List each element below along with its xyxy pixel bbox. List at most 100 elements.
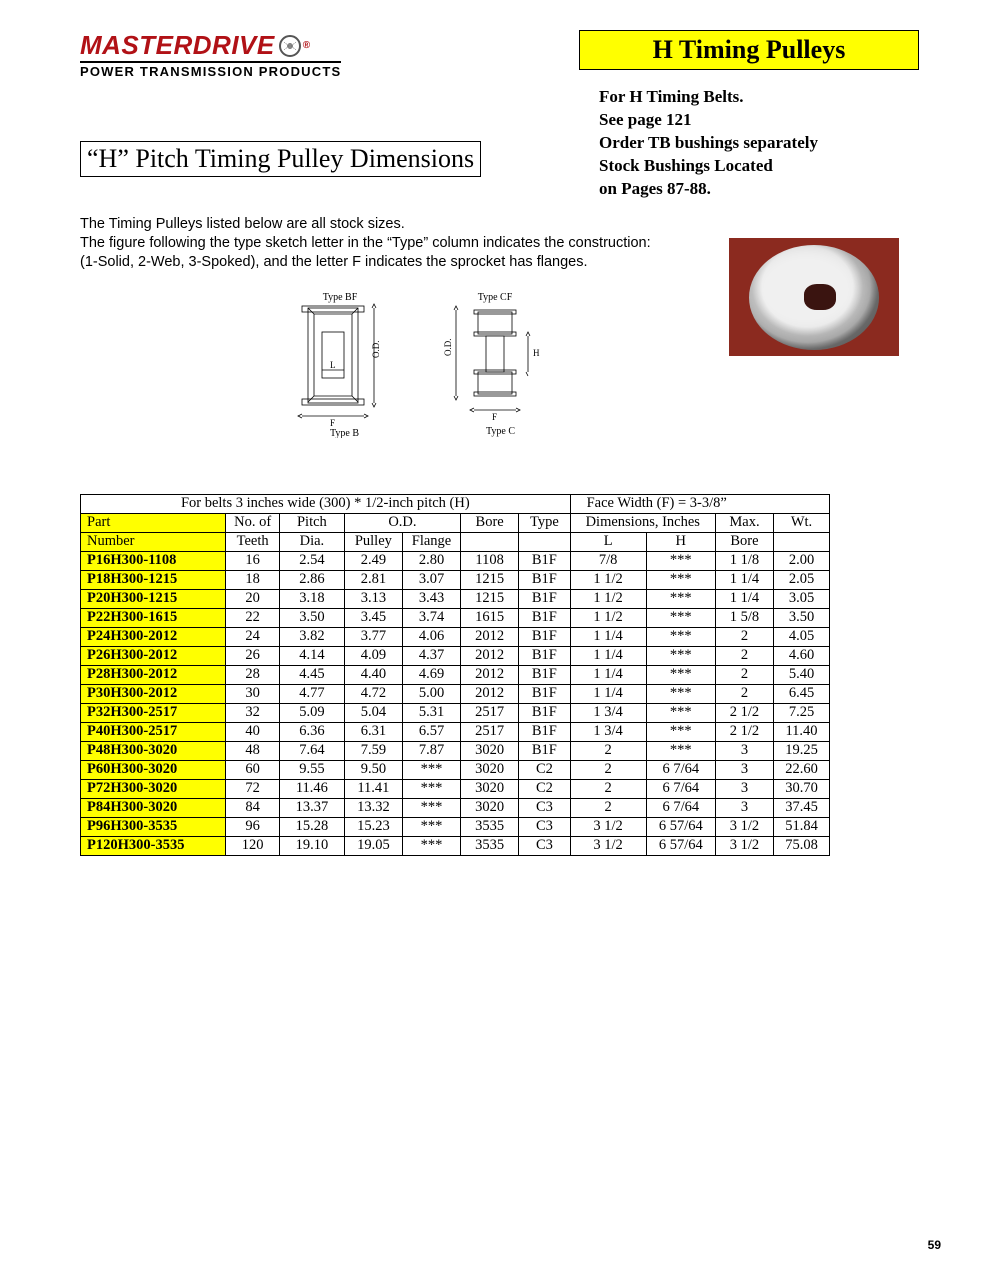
section-title: “H” Pitch Timing Pulley Dimensions [80,141,481,177]
hdr-type: Type [519,513,570,532]
cell-od-pulley: 19.05 [344,836,402,855]
technical-diagrams: Type BF O.D. L F Type B Type CF [280,288,570,438]
cell-pitch-dia: 3.82 [279,627,344,646]
cell-l: 2 [570,760,646,779]
ref-line: For H Timing Belts. [599,86,919,109]
cell-bore: 1215 [461,589,519,608]
cell-type: B1F [519,608,570,627]
cell-part: P20H300-1215 [81,589,226,608]
ref-line: Order TB bushings separately [599,132,919,155]
cell-od-flange: 2.80 [402,551,460,570]
hdr-blank1 [461,532,519,551]
table-row: P120H300-353512019.1019.05***3535C33 1/2… [81,836,830,855]
cell-wt: 22.60 [774,760,830,779]
cell-h: *** [646,741,715,760]
cell-teeth: 24 [226,627,280,646]
cell-pitch-dia: 2.54 [279,551,344,570]
cell-pitch-dia: 4.14 [279,646,344,665]
cell-wt: 2.05 [774,570,830,589]
cell-teeth: 40 [226,722,280,741]
registered-mark: ® [303,40,311,51]
cell-wt: 4.05 [774,627,830,646]
cell-od-pulley: 13.32 [344,798,402,817]
cell-wt: 19.25 [774,741,830,760]
cell-part: P18H300-1215 [81,570,226,589]
cell-wt: 75.08 [774,836,830,855]
caption-right: Face Width (F) = 3-3/8” [570,494,829,513]
cell-part: P16H300-1108 [81,551,226,570]
cell-od-pulley: 15.23 [344,817,402,836]
hdr-no: No. of [226,513,280,532]
cell-type: B1F [519,741,570,760]
cell-teeth: 32 [226,703,280,722]
cell-wt: 30.70 [774,779,830,798]
hdr-h: H [646,532,715,551]
cell-pitch-dia: 11.46 [279,779,344,798]
cell-h: *** [646,551,715,570]
hdr-teeth: Teeth [226,532,280,551]
cell-pitch-dia: 15.28 [279,817,344,836]
cell-l: 1 1/2 [570,570,646,589]
hdr-dia: Dia. [279,532,344,551]
ref-line: on Pages 87-88. [599,178,919,201]
cell-h: *** [646,684,715,703]
cell-od-pulley: 3.45 [344,608,402,627]
cell-type: B1F [519,665,570,684]
cell-teeth: 26 [226,646,280,665]
cell-max-bore: 1 1/4 [715,570,773,589]
cell-teeth: 48 [226,741,280,760]
cell-h: *** [646,627,715,646]
hdr-dims: Dimensions, Inches [570,513,715,532]
cell-od-pulley: 6.31 [344,722,402,741]
cell-od-pulley: 4.40 [344,665,402,684]
hdr-pitch: Pitch [279,513,344,532]
cell-type: C2 [519,779,570,798]
cell-bore: 3020 [461,798,519,817]
cell-od-flange: 5.00 [402,684,460,703]
table-row: P24H300-2012243.823.774.062012B1F1 1/4**… [81,627,830,646]
cell-max-bore: 3 1/2 [715,836,773,855]
cell-bore: 1215 [461,570,519,589]
cell-bore: 3535 [461,836,519,855]
hdr-blank3 [774,532,830,551]
label-od: O.D. [443,338,453,356]
cell-max-bore: 3 [715,741,773,760]
cell-part: P32H300-2517 [81,703,226,722]
cell-od-pulley: 4.09 [344,646,402,665]
cell-part: P72H300-3020 [81,779,226,798]
hdr-flange: Flange [402,532,460,551]
cell-od-pulley: 5.04 [344,703,402,722]
cell-type: B1F [519,703,570,722]
label-h: H [533,348,540,358]
cell-h: *** [646,703,715,722]
cell-teeth: 84 [226,798,280,817]
hdr-pulley: Pulley [344,532,402,551]
cell-max-bore: 1 1/8 [715,551,773,570]
table-row: P96H300-35359615.2815.23***3535C33 1/26 … [81,817,830,836]
cell-type: C3 [519,836,570,855]
cell-type: B1F [519,684,570,703]
cell-teeth: 30 [226,684,280,703]
cell-pitch-dia: 2.86 [279,570,344,589]
cell-l: 1 3/4 [570,703,646,722]
cell-l: 1 1/2 [570,589,646,608]
cell-h: 6 57/64 [646,817,715,836]
hdr-bore2: Bore [715,532,773,551]
cell-l: 1 1/4 [570,627,646,646]
cell-part: P30H300-2012 [81,684,226,703]
cell-type: B1F [519,722,570,741]
table-row: P28H300-2012284.454.404.692012B1F1 1/4**… [81,665,830,684]
cell-pitch-dia: 3.18 [279,589,344,608]
cell-part: P60H300-3020 [81,760,226,779]
cell-max-bore: 3 1/2 [715,817,773,836]
table-row: P40H300-2517406.366.316.572517B1F1 3/4**… [81,722,830,741]
cell-teeth: 60 [226,760,280,779]
cell-l: 1 1/4 [570,646,646,665]
cell-od-pulley: 3.13 [344,589,402,608]
brand-logo: MASTERDRIVE ® POWER TRANSMISSION PRODUCT… [80,30,341,79]
cell-h: *** [646,608,715,627]
cell-l: 1 3/4 [570,722,646,741]
cell-teeth: 72 [226,779,280,798]
cell-h: *** [646,589,715,608]
caption-left: For belts 3 inches wide (300) * 1/2-inch… [81,494,571,513]
